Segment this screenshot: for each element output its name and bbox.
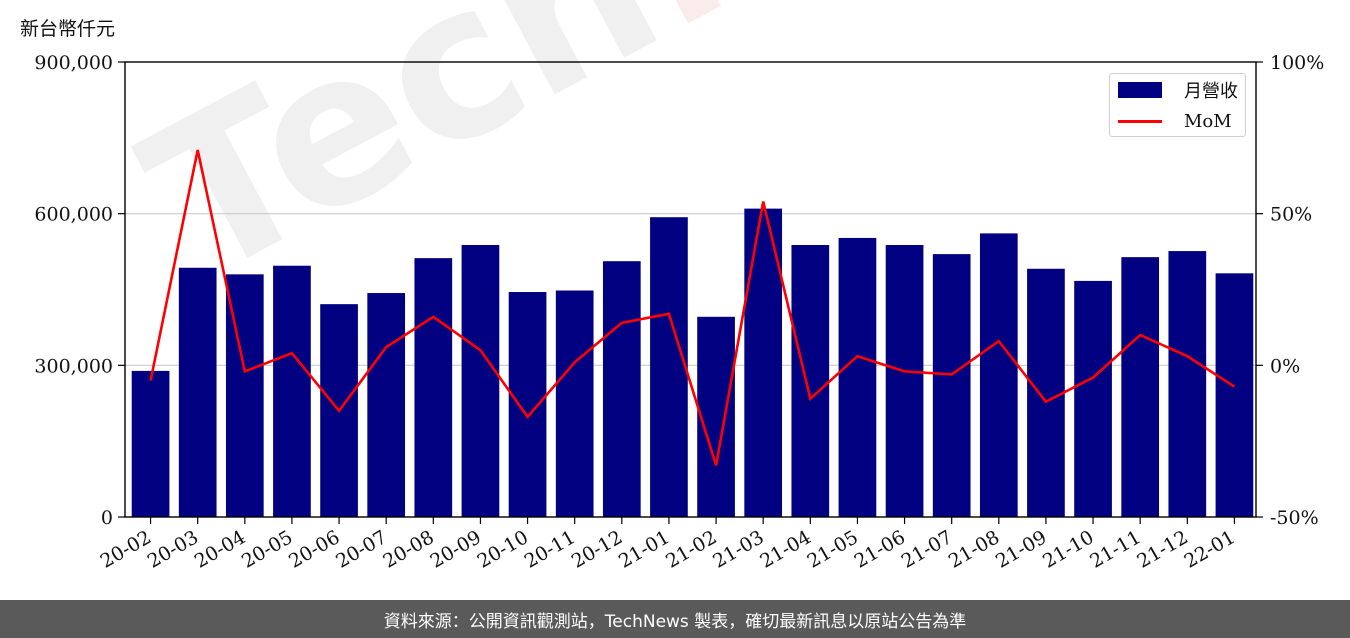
legend-label-mom: MoM	[1184, 110, 1232, 132]
chart-legend: 月營收 MoM	[1109, 73, 1246, 137]
y-axis-unit-label: 新台幣仟元	[20, 18, 116, 40]
x-tick-label-21-11: 21-11	[1086, 526, 1144, 572]
y-right-tick-label: 50%	[1270, 204, 1312, 226]
x-tick-label-21-05: 21-05	[803, 526, 861, 572]
legend-item-revenue: 月營收	[1118, 78, 1238, 102]
bar-20-07	[367, 293, 406, 517]
bar-21-04	[791, 245, 830, 517]
bar-21-02	[697, 316, 735, 517]
y-left-tick-label: 600,000	[34, 204, 113, 226]
x-tick-label-20-06: 20-06	[285, 526, 343, 572]
legend-label-revenue: 月營收	[1184, 81, 1238, 102]
legend-bar-swatch	[1118, 82, 1162, 98]
bar-21-05	[838, 237, 877, 517]
x-tick-label-20-11: 20-11	[521, 526, 579, 572]
bar-20-12	[602, 261, 641, 517]
bar-20-03	[178, 267, 217, 517]
x-tick-label-21-04: 21-04	[756, 526, 814, 572]
y-right-tick-label: -50%	[1270, 507, 1319, 529]
x-tick-label-21-07: 21-07	[898, 526, 956, 572]
bar-21-10	[1074, 280, 1112, 517]
x-tick-label-21-09: 21-09	[992, 526, 1050, 572]
bar-21-01	[650, 217, 688, 517]
bar-22-01	[1215, 273, 1254, 517]
x-tick-label-21-08: 21-08	[945, 526, 1003, 572]
bar-20-02	[131, 370, 170, 517]
y-left-tick-label: 300,000	[34, 355, 113, 377]
x-tick-label-20-02: 20-02	[97, 526, 155, 572]
x-tick-label-21-03: 21-03	[709, 526, 767, 572]
source-footer-text: 資料來源：公開資訊觀測站，TechNews 製表，確切最新訊息以原站公告為準	[383, 611, 967, 632]
y-left-tick-label: 900,000	[34, 52, 113, 74]
bar-21-12	[1168, 251, 1207, 518]
x-tick-label-20-03: 20-03	[144, 526, 202, 572]
x-tick-label-21-10: 21-10	[1039, 526, 1097, 572]
source-footer: 資料來源：公開資訊觀測站，TechNews 製表，確切最新訊息以原站公告為準	[0, 600, 1350, 638]
y-left-tick-label: 0	[101, 507, 113, 529]
bar-20-11	[555, 290, 594, 517]
x-tick-label-20-10: 20-10	[474, 526, 532, 572]
bar-20-09	[461, 245, 500, 517]
y-right-tick-label: 100%	[1270, 52, 1324, 74]
x-tick-label-20-12: 20-12	[568, 526, 626, 572]
bar-21-11	[1121, 257, 1160, 517]
x-tick-label-20-09: 20-09	[426, 526, 484, 572]
bar-21-08	[979, 233, 1018, 517]
x-tick-label-21-01: 21-01	[615, 526, 673, 572]
x-tick-label-20-08: 20-08	[379, 526, 437, 572]
mom-line	[149, 149, 1236, 466]
bar-21-09	[1027, 268, 1065, 517]
bar-21-07	[932, 254, 971, 517]
x-tick-label-20-04: 20-04	[191, 526, 249, 572]
bar-21-06	[885, 245, 924, 517]
bar-20-10	[508, 292, 547, 517]
y-right-tick-label: 0%	[1270, 355, 1300, 377]
x-tick-label-22-01: 22-01	[1180, 526, 1238, 572]
x-tick-label-21-02: 21-02	[662, 526, 720, 572]
x-tick-label-20-05: 20-05	[238, 526, 296, 572]
x-tick-label-20-07: 20-07	[332, 526, 390, 572]
legend-line-swatch	[1118, 119, 1162, 123]
bar-20-05	[273, 265, 311, 517]
revenue-chart: 0 300,000 600,000 900,000 -50% 0% 50% 100% 20-02…	[34, 52, 1324, 573]
legend-item-mom: MoM	[1118, 109, 1232, 133]
bar-21-03	[744, 208, 783, 517]
plot-frame	[124, 61, 1257, 518]
x-tick-label-21-06: 21-06	[851, 526, 909, 572]
bar-20-08	[414, 258, 453, 517]
x-tick-label-21-12: 21-12	[1133, 526, 1191, 572]
